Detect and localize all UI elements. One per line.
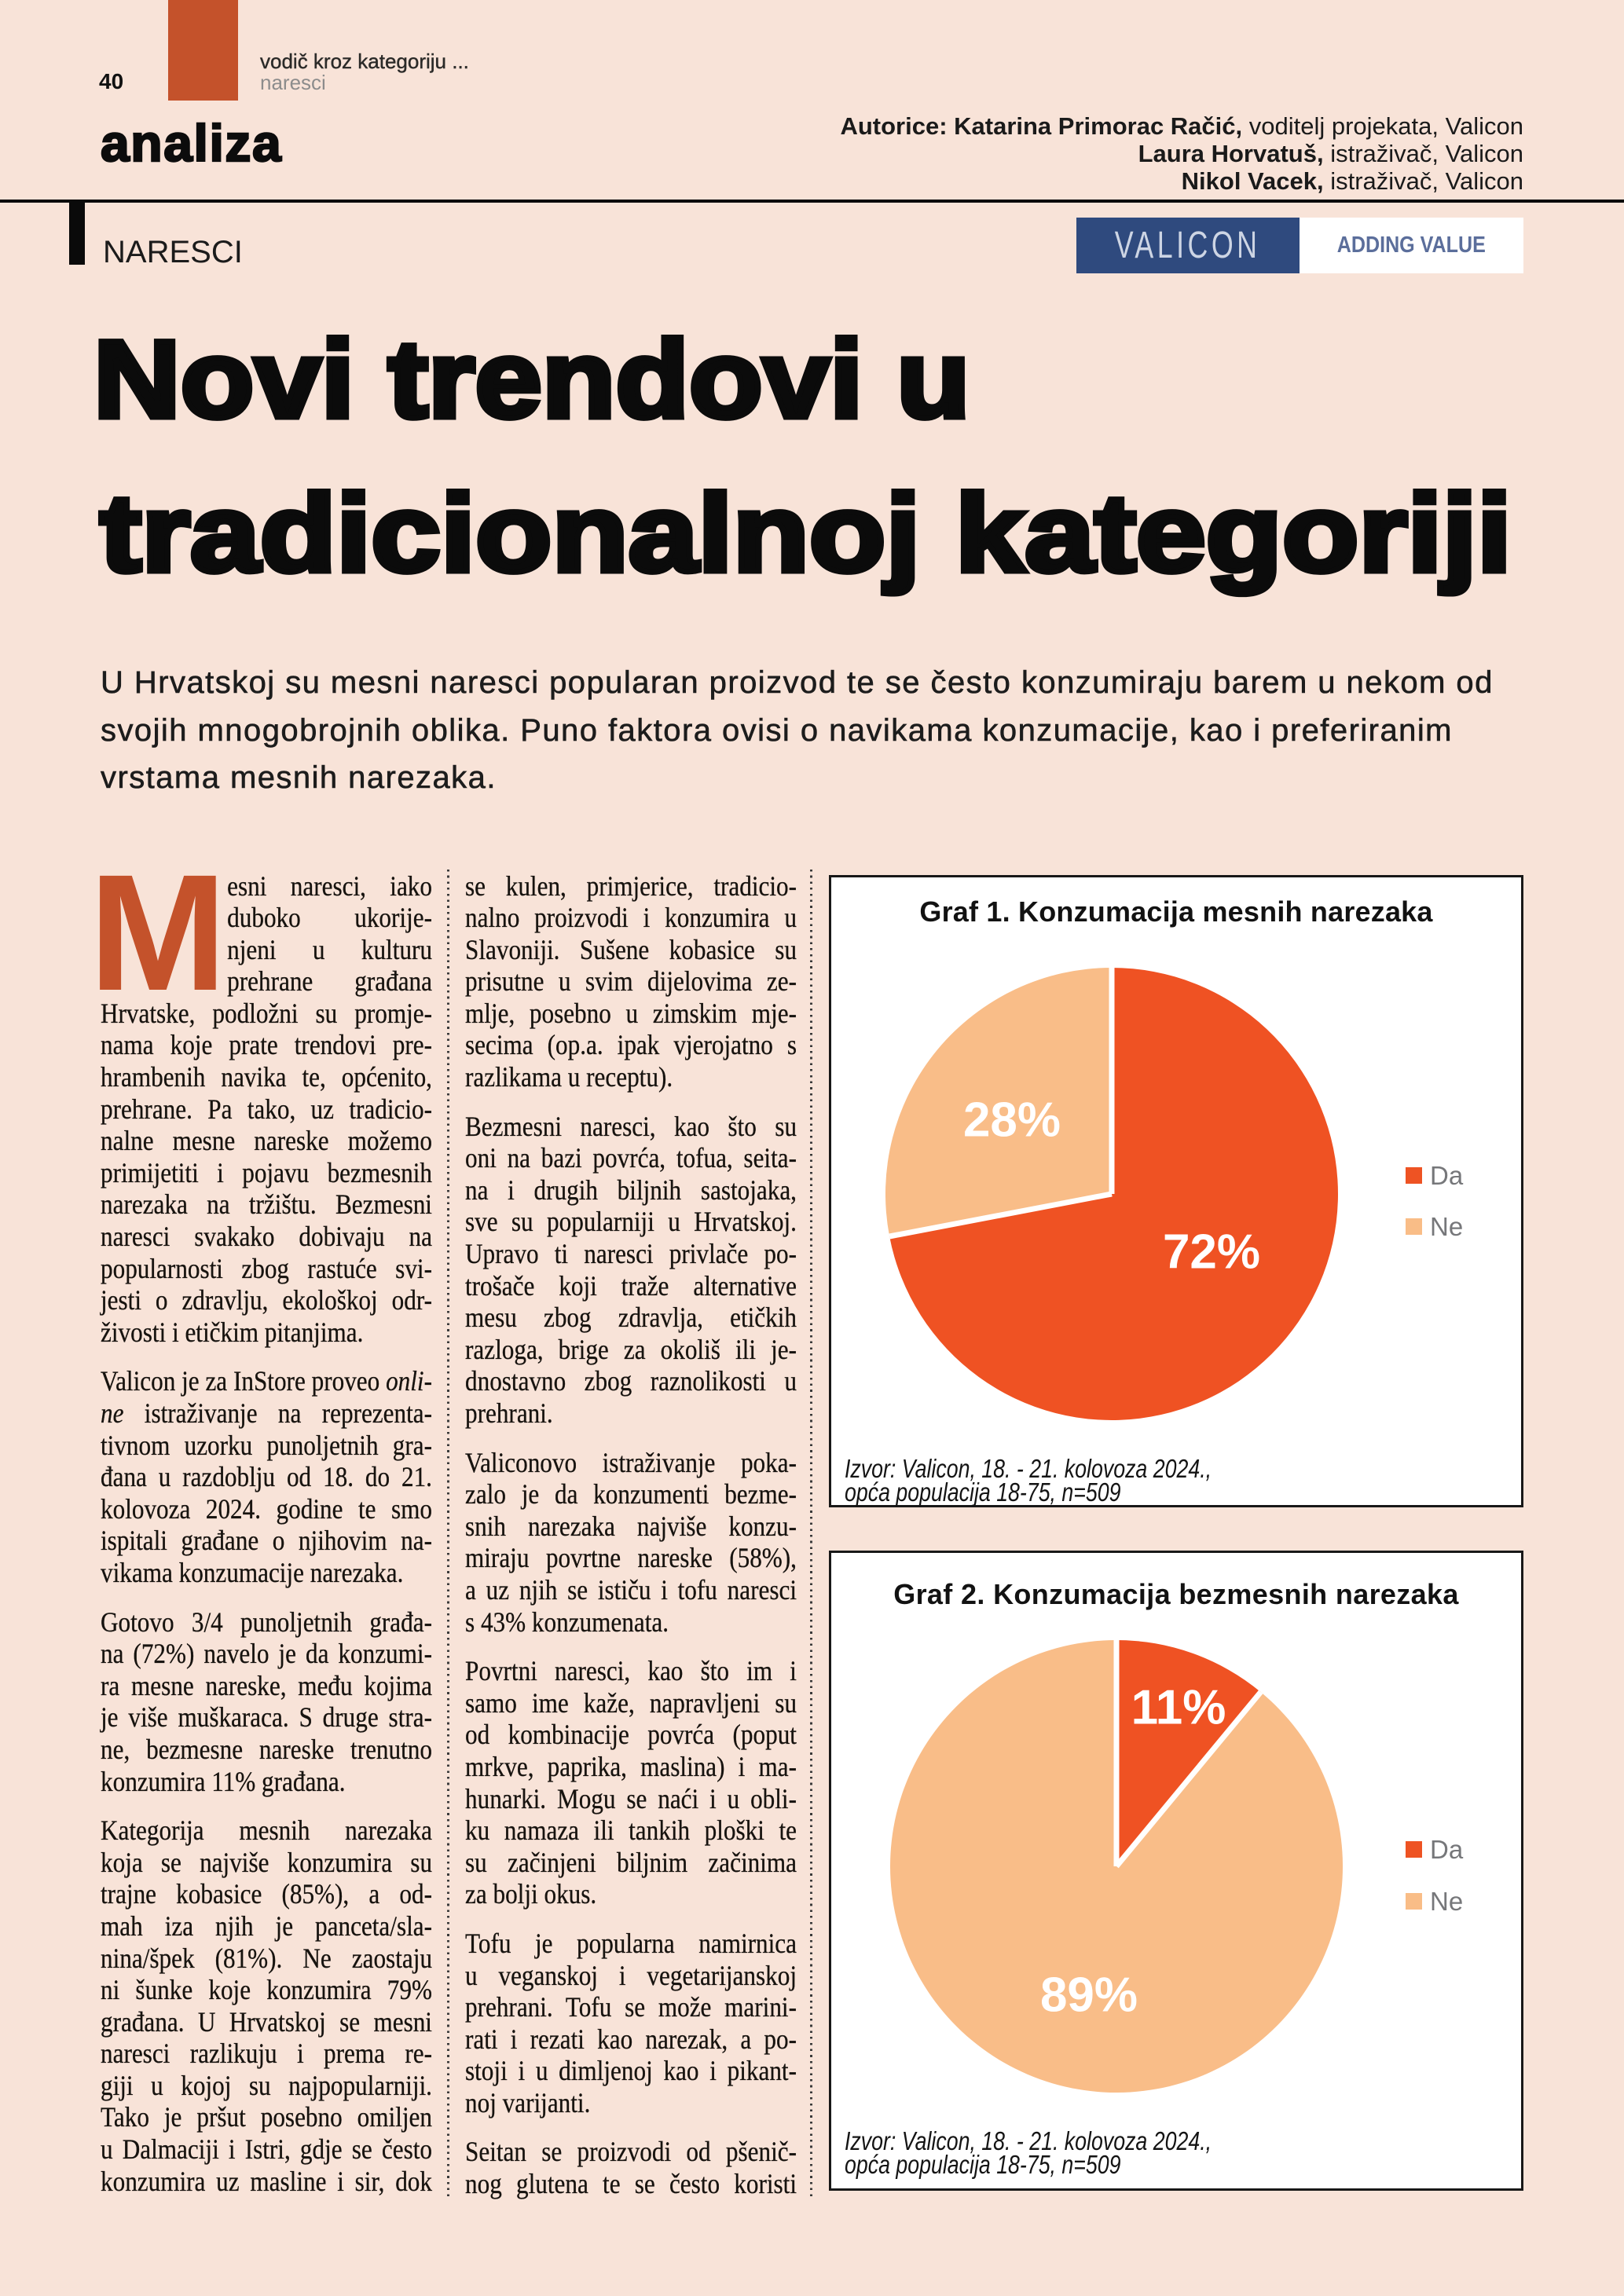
- svg-text:11%: 11%: [1131, 1681, 1226, 1735]
- svg-text:72%: 72%: [1163, 1225, 1260, 1280]
- svg-text:89%: 89%: [1040, 1968, 1138, 2023]
- svg-text:28%: 28%: [963, 1093, 1061, 1148]
